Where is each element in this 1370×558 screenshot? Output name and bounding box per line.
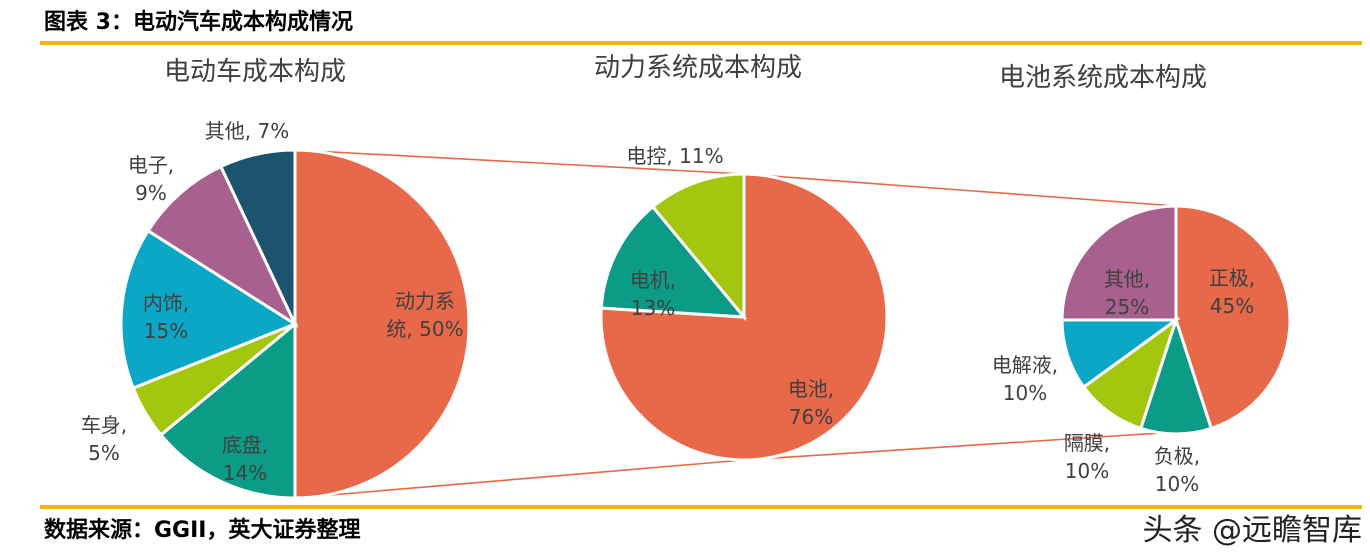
connector-line-lower-1 — [294, 459, 745, 499]
pie-slice-动力系统 — [293, 148, 471, 500]
data-label-其他: 其他, 7% — [205, 119, 289, 143]
pie-slice-电控 — [650, 172, 746, 322]
top-rule — [40, 41, 1362, 45]
pie-chart-title: 电池系统成本构成 — [999, 63, 1207, 93]
pie-slice-电子 — [146, 164, 299, 329]
data-label-动力系统: 动力系统, 50% — [386, 289, 463, 341]
pie-slice-底盘 — [158, 320, 297, 500]
bottom-rule — [40, 505, 1362, 509]
connector-line-upper-1 — [294, 149, 745, 175]
data-label-电池: 电池, 76% — [788, 377, 834, 429]
data-label-电子: 电子, 9% — [128, 153, 174, 205]
pie-slice-电机 — [599, 204, 748, 319]
data-label-电解液: 电解液, 10% — [992, 353, 1058, 405]
data-label-车身: 车身, 5% — [81, 413, 127, 465]
data-label-正极: 正极, 45% — [1209, 266, 1255, 318]
watermark: 头条 @远瞻智库 — [1142, 513, 1362, 548]
pie-slice-其他 — [218, 148, 297, 325]
pie-slice-电池 — [599, 172, 889, 462]
figure-title: 图表 3：电动汽车成本构成情况 — [44, 10, 353, 35]
data-label-负极: 负极, 10% — [1154, 444, 1200, 496]
pie-chart-title: 动力系统成本构成 — [594, 53, 802, 83]
pie-slice-其他 — [1060, 204, 1178, 322]
pie-chart-title: 电动车成本构成 — [164, 57, 346, 87]
data-label-底盘: 底盘, 14% — [222, 433, 268, 485]
data-label-内饰: 内饰, 15% — [143, 291, 189, 343]
connector-line-upper-2 — [743, 173, 1177, 207]
data-label-电控: 电控, 11% — [626, 144, 723, 168]
data-label-其他: 其他, 25% — [1104, 267, 1150, 319]
connector-line-lower-2 — [743, 431, 1177, 461]
source-note: 数据来源：GGII，英大证券整理 — [44, 518, 361, 543]
data-label-电机: 电机, 13% — [630, 268, 676, 320]
pie-slice-内饰 — [119, 228, 299, 390]
data-label-隔膜: 隔膜, 10% — [1064, 431, 1110, 483]
pie-slice-正极 — [1174, 204, 1292, 431]
